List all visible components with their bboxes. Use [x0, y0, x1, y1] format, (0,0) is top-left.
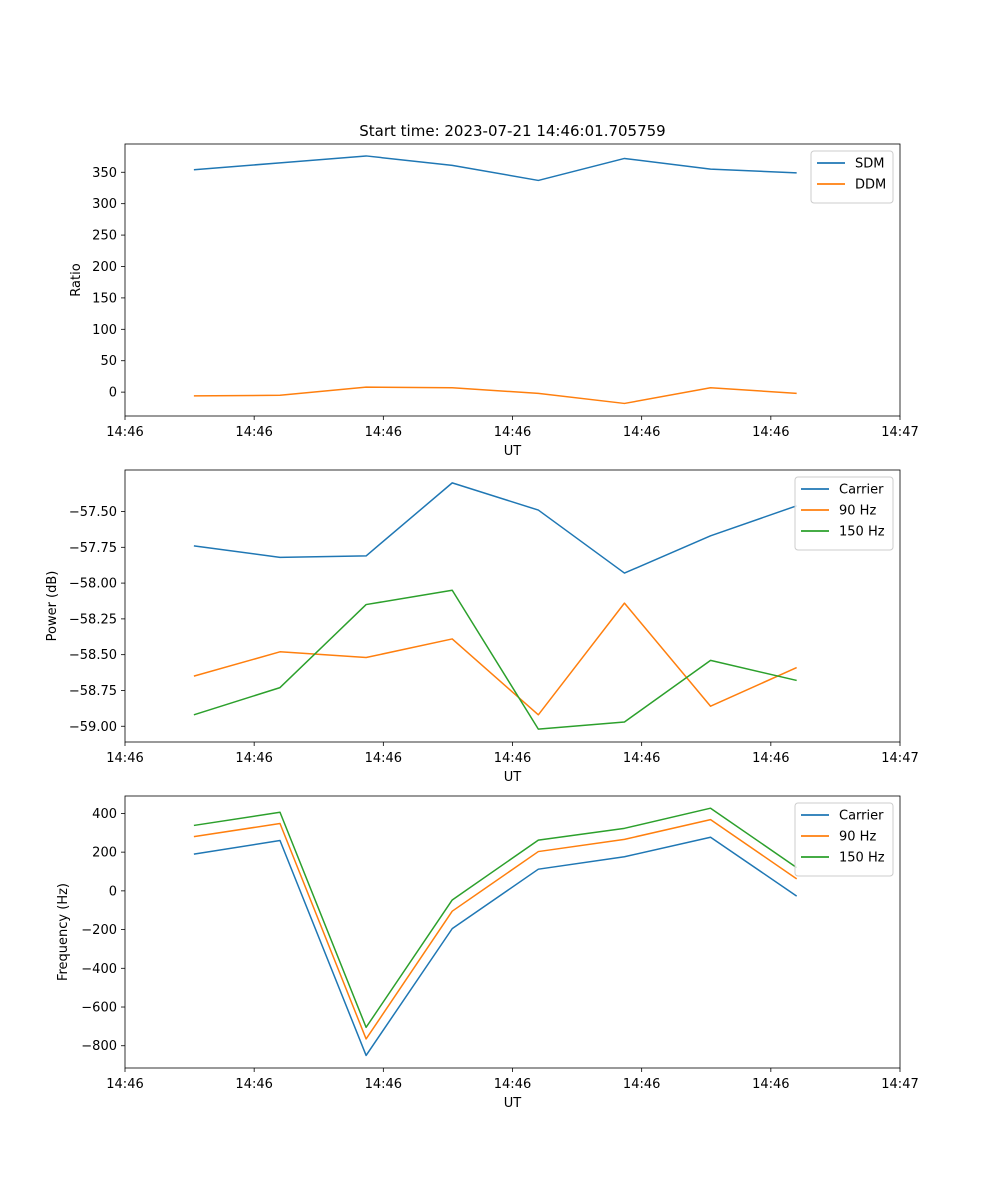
x-tick-label: 14:46	[106, 751, 143, 766]
y-tick-label: 300	[92, 197, 117, 212]
x-axis-label: UT	[504, 444, 522, 459]
x-tick-label: 14:46	[365, 425, 402, 440]
y-axis-label: Power (dB)	[45, 571, 60, 642]
legend-label-150-hz: 150 Hz	[839, 851, 885, 866]
y-axis-label: Ratio	[69, 263, 84, 296]
series-line-sdm	[193, 155, 797, 182]
series-line-ddm	[193, 386, 797, 405]
y-tick-label: −58.00	[69, 577, 117, 592]
y-tick-label: 0	[109, 884, 117, 899]
y-tick-label: −200	[81, 923, 117, 938]
series-line-150-hz	[193, 807, 798, 1029]
x-tick-label: 14:46	[494, 1077, 531, 1092]
chart-title: Start time: 2023-07-21 14:46:01.705759	[359, 122, 665, 140]
y-tick-label: −58.75	[69, 684, 117, 699]
y-tick-label: 350	[92, 166, 117, 181]
x-tick-label: 14:46	[752, 1077, 789, 1092]
x-tick-label: 14:46	[365, 1077, 402, 1092]
legend-label-carrier: Carrier	[839, 809, 884, 824]
y-tick-label: −57.75	[69, 541, 117, 556]
y-tick-label: 100	[92, 323, 117, 338]
y-tick-label: 200	[92, 846, 117, 861]
series-line-90-hz	[193, 602, 797, 716]
x-tick-label: 14:46	[752, 751, 789, 766]
y-tick-label: 250	[92, 229, 117, 244]
y-tick-label: −57.50	[69, 505, 117, 520]
y-tick-label: −800	[81, 1039, 117, 1054]
x-tick-label: 14:46	[623, 751, 660, 766]
x-tick-label: 14:47	[881, 425, 918, 440]
x-tick-label: 14:46	[623, 1077, 660, 1092]
x-tick-label: 14:46	[365, 751, 402, 766]
x-tick-label: 14:46	[235, 751, 272, 766]
legend-label-ddm: DDM	[855, 178, 886, 193]
power-panel: 14:46 14:46 14:46 14:46 14:46 14:46 14:47 −59.0…	[45, 469, 919, 785]
x-tick-label: 14:46	[235, 1077, 272, 1092]
legend-label-carrier: Carrier	[839, 483, 884, 498]
legend-box	[810, 150, 894, 204]
y-tick-label: 200	[92, 260, 117, 275]
x-tick-label: 14:46	[494, 751, 531, 766]
legend: Carrier 90 Hz 150 Hz	[794, 802, 894, 877]
legend-label-90-hz: 90 Hz	[839, 830, 876, 845]
x-tick-label: 14:46	[494, 425, 531, 440]
series-line-90-hz	[193, 818, 798, 1040]
x-tick-label: 14:47	[881, 1077, 918, 1092]
y-tick-label: −58.50	[69, 648, 117, 663]
y-tick-label: −600	[81, 1001, 117, 1016]
y-tick-label: −400	[81, 962, 117, 977]
series-line-150-hz	[193, 589, 797, 730]
legend: Carrier 90 Hz 150 Hz	[794, 476, 894, 551]
y-tick-label: 0	[109, 386, 117, 401]
y-axis-label: Frequency (Hz)	[56, 883, 71, 981]
legend-label-90-hz: 90 Hz	[839, 504, 876, 519]
x-tick-label: 14:46	[235, 425, 272, 440]
x-tick-label: 14:46	[623, 425, 660, 440]
x-tick-label: 14:46	[106, 425, 143, 440]
series-line-carrier	[193, 482, 797, 574]
legend: SDM DDM	[810, 150, 894, 204]
ratio-panel: 14:46 14:46 14:46 14:46 14:46 14:46 14:47 0 50 10…	[69, 122, 919, 459]
y-tick-label: −58.25	[69, 612, 117, 627]
legend-label-sdm: SDM	[855, 157, 884, 172]
legend-label-150-hz: 150 Hz	[839, 525, 885, 540]
x-axis-label: UT	[504, 1096, 522, 1111]
x-axis-label: UT	[504, 770, 522, 785]
y-tick-label: 50	[100, 354, 117, 369]
x-tick-label: 14:46	[106, 1077, 143, 1092]
x-tick-label: 14:46	[752, 425, 789, 440]
series-line-carrier	[193, 836, 798, 1057]
y-tick-label: −59.00	[69, 720, 117, 735]
x-tick-label: 14:47	[881, 751, 918, 766]
y-tick-label: 400	[92, 807, 117, 822]
y-tick-label: 150	[92, 291, 117, 306]
frequency-panel: 14:46 14:46 14:46 14:46 14:46 14:46 14:47 −800 −…	[56, 795, 919, 1111]
